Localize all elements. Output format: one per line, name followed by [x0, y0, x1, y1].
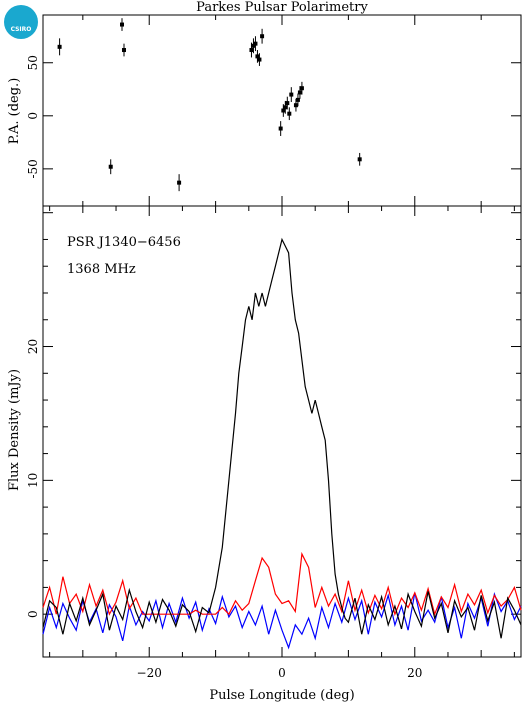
- pa-point: [251, 43, 256, 48]
- pa-point: [287, 111, 292, 116]
- chart-title: Parkes Pulsar Polarimetry: [196, 0, 368, 15]
- pa-point: [297, 90, 302, 95]
- flux-ticks: 0 10 20 −20 0 20: [26, 206, 521, 680]
- logo-badge: [4, 5, 38, 39]
- pa-axis-label: P.A. (deg.): [7, 78, 22, 145]
- pa-point: [281, 108, 286, 113]
- flux-xtick-label: 0: [278, 666, 286, 680]
- flux-xtick-label: 20: [407, 666, 422, 680]
- pa-point: [285, 101, 290, 106]
- psr-annotation: PSR J1340−6456: [67, 235, 181, 250]
- pa-ticks: -50 0 50: [26, 15, 521, 206]
- pa-point: [253, 41, 258, 46]
- pa-point: [255, 54, 260, 59]
- pa-point: [249, 48, 254, 53]
- pa-point: [121, 48, 126, 53]
- pa-ytick-label: -50: [26, 159, 40, 178]
- flux-series-line: [42, 551, 522, 617]
- logo-text: CSIRO: [11, 26, 32, 33]
- pa-point: [283, 105, 288, 110]
- freq-annotation: 1368 MHz: [67, 262, 136, 277]
- flux-axis-label: Flux Density (mJy): [7, 369, 22, 491]
- flux-lines: [42, 237, 522, 650]
- flux-ytick-label: 20: [26, 339, 40, 354]
- pa-point: [289, 92, 294, 97]
- flux-xtick-label: −20: [137, 666, 162, 680]
- pa-point: [295, 97, 300, 102]
- x-axis-label: Pulse Longitude (deg): [209, 688, 354, 703]
- pa-point: [357, 157, 362, 162]
- flux-ytick-label: 10: [26, 473, 40, 488]
- pa-points: [57, 18, 362, 192]
- pa-ytick-label: 0: [26, 112, 40, 120]
- flux-ytick-label: 0: [26, 610, 40, 618]
- pa-ytick-label: 50: [26, 55, 40, 70]
- pa-point: [299, 86, 304, 91]
- pa-point: [278, 126, 283, 131]
- csiro-logo: CSIRO: [4, 5, 38, 39]
- pa-point: [257, 57, 262, 62]
- pa-point: [177, 180, 182, 185]
- pa-point: [120, 22, 125, 27]
- pa-point: [57, 44, 62, 49]
- pa-point: [293, 103, 298, 108]
- pa-point: [260, 34, 265, 39]
- pa-point: [108, 164, 113, 169]
- flux-series-line: [42, 237, 522, 639]
